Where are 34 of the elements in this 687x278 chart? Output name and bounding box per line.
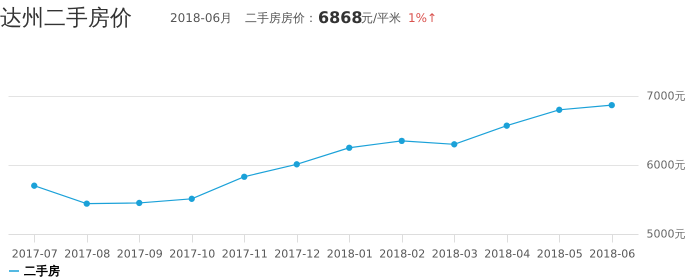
- y-tick-label: 5000元: [646, 228, 686, 240]
- text: 6868: [318, 8, 363, 27]
- y-tick-label: 6000元: [646, 158, 686, 172]
- x-tick-label: 2017-10: [169, 248, 216, 260]
- x-tick-label: 2018-01: [326, 248, 373, 260]
- x-tick-label: 2017-09: [116, 248, 163, 260]
- chart-title: 达州二手房价: [0, 6, 132, 31]
- x-tick-label: 2018-04: [484, 248, 530, 260]
- point: [346, 144, 352, 151]
- text: 1%↑: [408, 11, 438, 25]
- point: [398, 138, 405, 144]
- point: [136, 200, 142, 206]
- legend-label: 二手房: [24, 264, 60, 278]
- point: [294, 161, 300, 168]
- point: [451, 141, 458, 148]
- point: [84, 200, 90, 207]
- x-tick-label: 2017-07: [12, 248, 58, 260]
- x-tick-label: 2018-02: [379, 248, 426, 260]
- point: [556, 106, 562, 113]
- point: [188, 196, 195, 202]
- point: [241, 174, 248, 180]
- x-tick-label: 2018-06: [589, 248, 636, 260]
- point: [504, 122, 510, 129]
- x-tick-label: 2017-08: [64, 248, 110, 260]
- x-tick-label: 2018-05: [536, 248, 583, 260]
- text: 元/平米: [361, 11, 402, 25]
- point: [608, 102, 615, 108]
- y-tick-label: 7000元: [646, 90, 686, 102]
- text: 二手房房价：: [245, 11, 317, 25]
- x-tick-label: 2017-12: [274, 248, 320, 260]
- point: [31, 182, 38, 189]
- x-tick-label: 2017-11: [222, 248, 268, 260]
- x-tick-label: 2018-03: [432, 248, 478, 260]
- text: 2018-06月: [170, 11, 232, 25]
